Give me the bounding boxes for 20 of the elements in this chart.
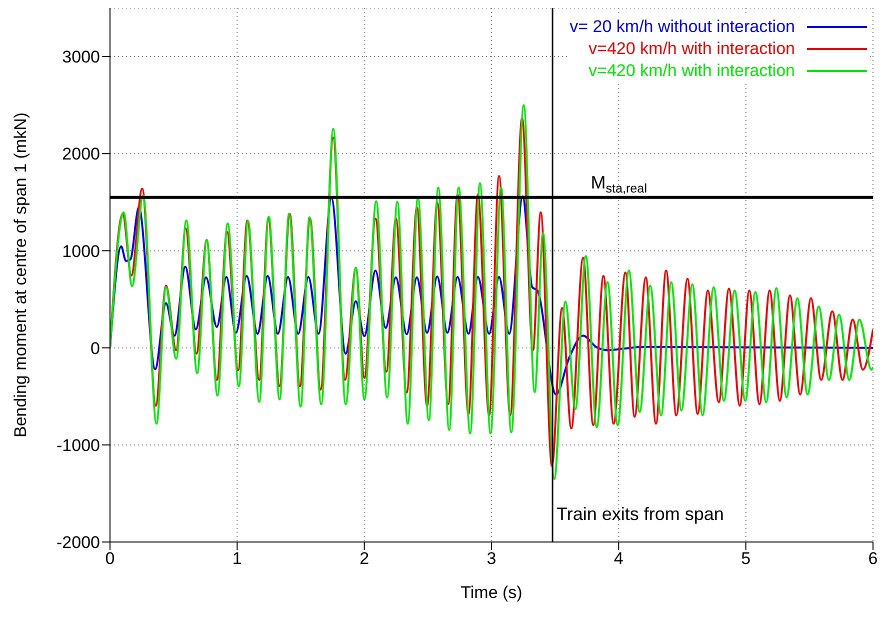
x-tick-label: 6 (868, 549, 878, 568)
y-tick-label: 1000 (62, 242, 100, 261)
ref-line-label: Train exits from span (556, 504, 724, 524)
legend-label: v=420 km/h with interaction (588, 60, 795, 82)
ref-line-label: M$_{sta,real}$ (590, 172, 648, 196)
legend-label: v= 20 km/h without interaction (570, 16, 795, 38)
legend-label: v=420 km/h with interaction (588, 38, 795, 60)
y-tick-label: -2000 (56, 533, 100, 552)
y-tick-label: 2000 (62, 144, 100, 164)
y-tick-label: 0 (90, 338, 100, 358)
y-tick-label: 3000 (62, 48, 100, 67)
y-axis-title: Bending moment at centre of span 1 (mkN) (11, 112, 30, 438)
x-tick-label: 0 (105, 549, 115, 568)
x-axis-title: Time (s) (460, 583, 522, 602)
x-tick-label: 5 (741, 549, 751, 568)
y-tick-label: -1000 (56, 436, 100, 455)
x-tick-label: 2 (360, 549, 370, 568)
x-tick-label: 1 (232, 549, 242, 568)
x-tick-label: 4 (614, 549, 624, 568)
x-tick-label: 3 (486, 549, 496, 568)
